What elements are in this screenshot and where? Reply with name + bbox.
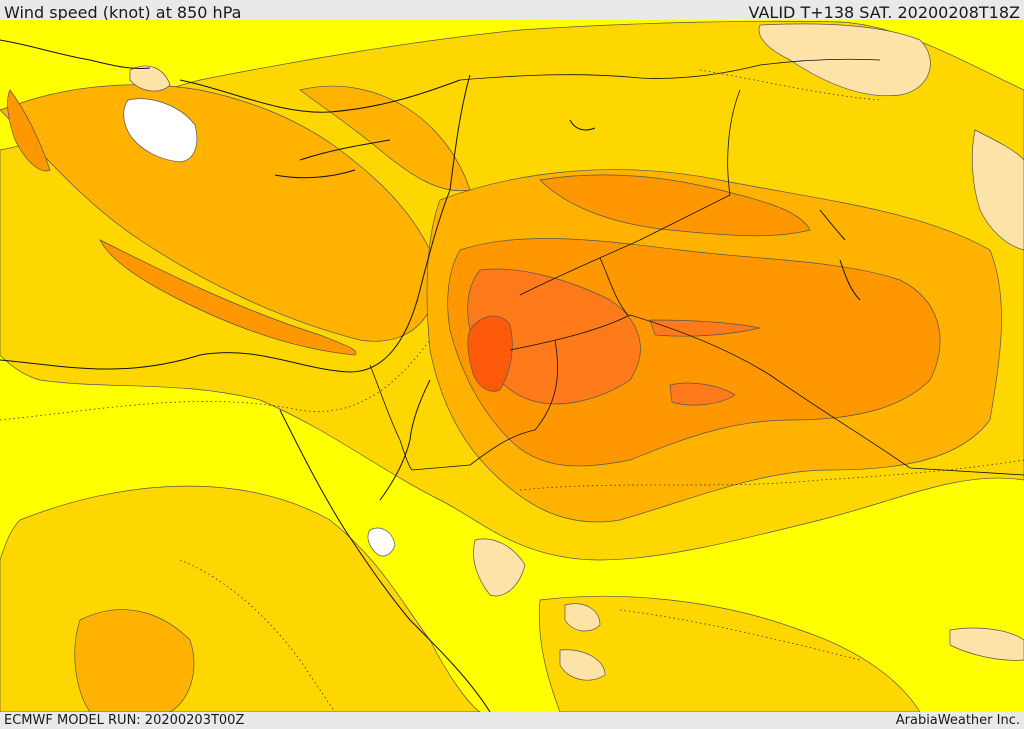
coastlines xyxy=(0,39,861,712)
wind-band-very-strong xyxy=(649,319,761,337)
model-run-label: ECMWF MODEL RUN: 20200203T00Z xyxy=(4,713,245,728)
wind-band-calm xyxy=(123,98,198,163)
credit-label: ArabiaWeather Inc. xyxy=(895,713,1020,728)
map-title: Wind speed (knot) at 850 hPa xyxy=(4,3,242,22)
wind-band-light xyxy=(971,129,1024,251)
wind-band-strong xyxy=(7,89,51,172)
footer-bar xyxy=(0,712,1024,729)
map-canvas xyxy=(0,20,1024,712)
wind-band-light xyxy=(129,65,171,92)
wind-band-light xyxy=(758,23,931,97)
wind-band-light xyxy=(473,538,526,597)
header-bar xyxy=(0,0,1024,20)
valid-time-label: VALID T+138 SAT. 20200208T18Z xyxy=(748,3,1020,22)
wind-band-strong xyxy=(99,239,357,356)
wind-band-light xyxy=(564,603,601,632)
wind-band-light xyxy=(559,649,606,681)
country-borders xyxy=(369,58,1024,476)
wind-band-very-strong xyxy=(669,382,736,406)
wind-band-fresh xyxy=(299,85,471,192)
dotted-contours xyxy=(0,69,1024,712)
wind-band-moderate xyxy=(538,595,921,712)
wind-band-light xyxy=(949,627,1024,661)
wind-speed-map xyxy=(0,20,1024,712)
wind-band-max xyxy=(467,315,513,392)
wind-band-calm xyxy=(367,527,396,557)
wind-band-fresh xyxy=(74,609,195,712)
wind-band-strong xyxy=(539,174,811,237)
